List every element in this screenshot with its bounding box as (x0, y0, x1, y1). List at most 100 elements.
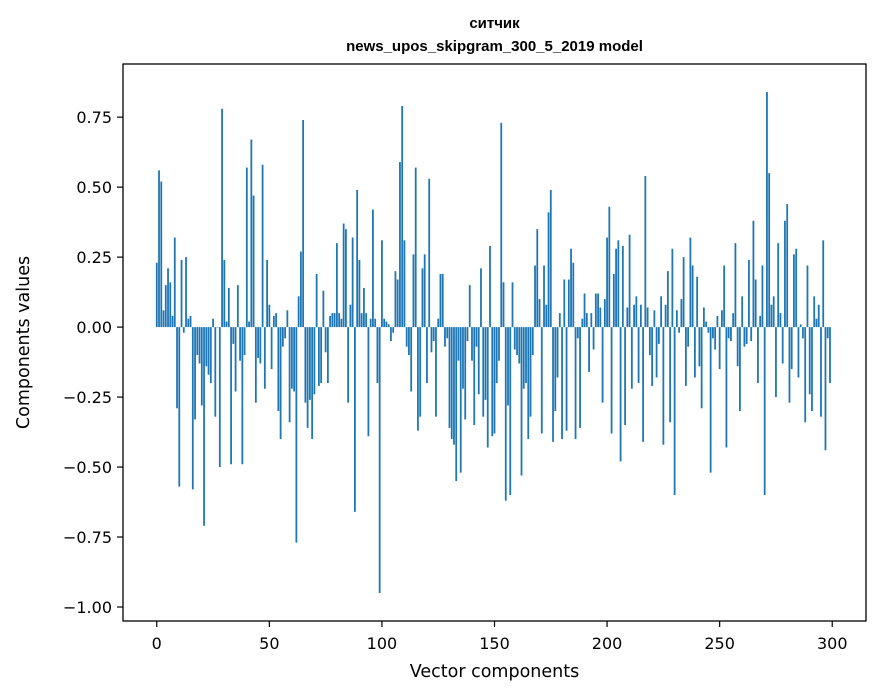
bar-84 (345, 229, 347, 328)
bar-290 (808, 327, 811, 395)
bar-83 (342, 223, 345, 328)
bar-248 (714, 327, 717, 350)
bar-9 (176, 327, 178, 409)
bar-176 (552, 327, 554, 442)
bar-37 (239, 327, 241, 361)
bar-175 (549, 189, 552, 328)
bar-45 (257, 327, 259, 358)
bar-258 (736, 327, 739, 367)
bar-236 (687, 327, 690, 347)
bar-77 (329, 315, 332, 328)
bar-4 (164, 285, 167, 328)
bar-48 (263, 327, 266, 389)
bar-33 (230, 327, 232, 465)
y-tick-label: 0.50 (76, 178, 112, 197)
bar-241 (698, 327, 701, 367)
bar-114 (412, 254, 415, 328)
bar-122 (430, 327, 433, 353)
bar-170 (538, 299, 541, 328)
bar-222 (655, 327, 658, 378)
bar-157 (509, 327, 512, 496)
bar-91 (360, 313, 363, 328)
bar-24 (209, 327, 212, 384)
bar-251 (721, 310, 723, 328)
bar-125 (437, 318, 440, 328)
bar-46 (259, 327, 262, 364)
bar-272 (768, 173, 771, 328)
bar-296 (822, 240, 825, 328)
bar-97 (374, 318, 377, 328)
bar-220 (651, 327, 654, 386)
bar-5 (167, 268, 169, 328)
bar-7 (171, 315, 174, 328)
bar-221 (653, 310, 656, 328)
bar-203 (612, 273, 615, 328)
bar-57 (284, 327, 287, 339)
bar-111 (405, 327, 408, 347)
bar-201 (608, 206, 611, 328)
bar-31 (225, 321, 228, 328)
bar-264 (750, 327, 753, 342)
bar-218 (646, 307, 649, 328)
bar-66 (304, 327, 307, 403)
bar-68 (308, 327, 311, 400)
bar-185 (572, 262, 575, 328)
bar-163 (522, 327, 525, 389)
bar-20 (200, 327, 203, 406)
bar-40 (245, 167, 248, 328)
bar-173 (545, 304, 548, 328)
bar-8 (173, 237, 176, 328)
bar-60 (290, 327, 293, 389)
bar-137 (464, 327, 467, 420)
bar-26 (214, 327, 217, 417)
bar-244 (705, 321, 708, 328)
bar-164 (525, 327, 527, 384)
bar-217 (644, 175, 647, 328)
bar-291 (811, 327, 813, 412)
bar-161 (518, 327, 521, 364)
bar-115 (414, 167, 417, 328)
x-tick-label: 250 (704, 634, 735, 653)
bar-143 (477, 327, 480, 395)
bar-228 (669, 327, 672, 423)
bar-169 (536, 229, 539, 328)
bar-67 (306, 327, 309, 428)
bar-256 (732, 313, 735, 328)
bar-113 (410, 327, 413, 392)
bar-214 (637, 327, 640, 384)
y-tick-label: 0.75 (76, 108, 112, 127)
bar-55 (279, 327, 282, 440)
bar-99 (378, 327, 381, 594)
bar-280 (786, 203, 789, 328)
bar-49 (266, 259, 268, 328)
y-tick-label: −0.50 (63, 458, 112, 477)
bar-156 (507, 327, 509, 406)
bar-282 (790, 327, 793, 370)
bar-117 (419, 327, 422, 417)
bar-273 (770, 304, 773, 328)
bar-128 (444, 327, 446, 347)
bar-75 (324, 327, 327, 353)
bar-133 (455, 327, 458, 482)
y-tick-label: −0.75 (63, 528, 112, 547)
bar-159 (513, 327, 516, 350)
bar-178 (556, 327, 559, 378)
bar-136 (462, 327, 464, 389)
bar-297 (824, 327, 827, 451)
bar-34 (232, 327, 235, 344)
bar-139 (468, 285, 471, 328)
bar-19 (198, 327, 201, 364)
bar-271 (766, 91, 768, 328)
bar-64 (299, 251, 302, 328)
bar-231 (675, 310, 678, 328)
bar-200 (606, 237, 608, 328)
y-tick-label: 0.25 (76, 248, 112, 267)
bar-70 (313, 327, 316, 395)
bar-15 (189, 315, 192, 328)
bar-289 (806, 265, 809, 328)
bar-32 (227, 287, 230, 328)
bar-141 (473, 327, 476, 426)
bar-276 (777, 243, 780, 328)
bar-44 (254, 327, 257, 403)
bar-183 (567, 279, 570, 328)
